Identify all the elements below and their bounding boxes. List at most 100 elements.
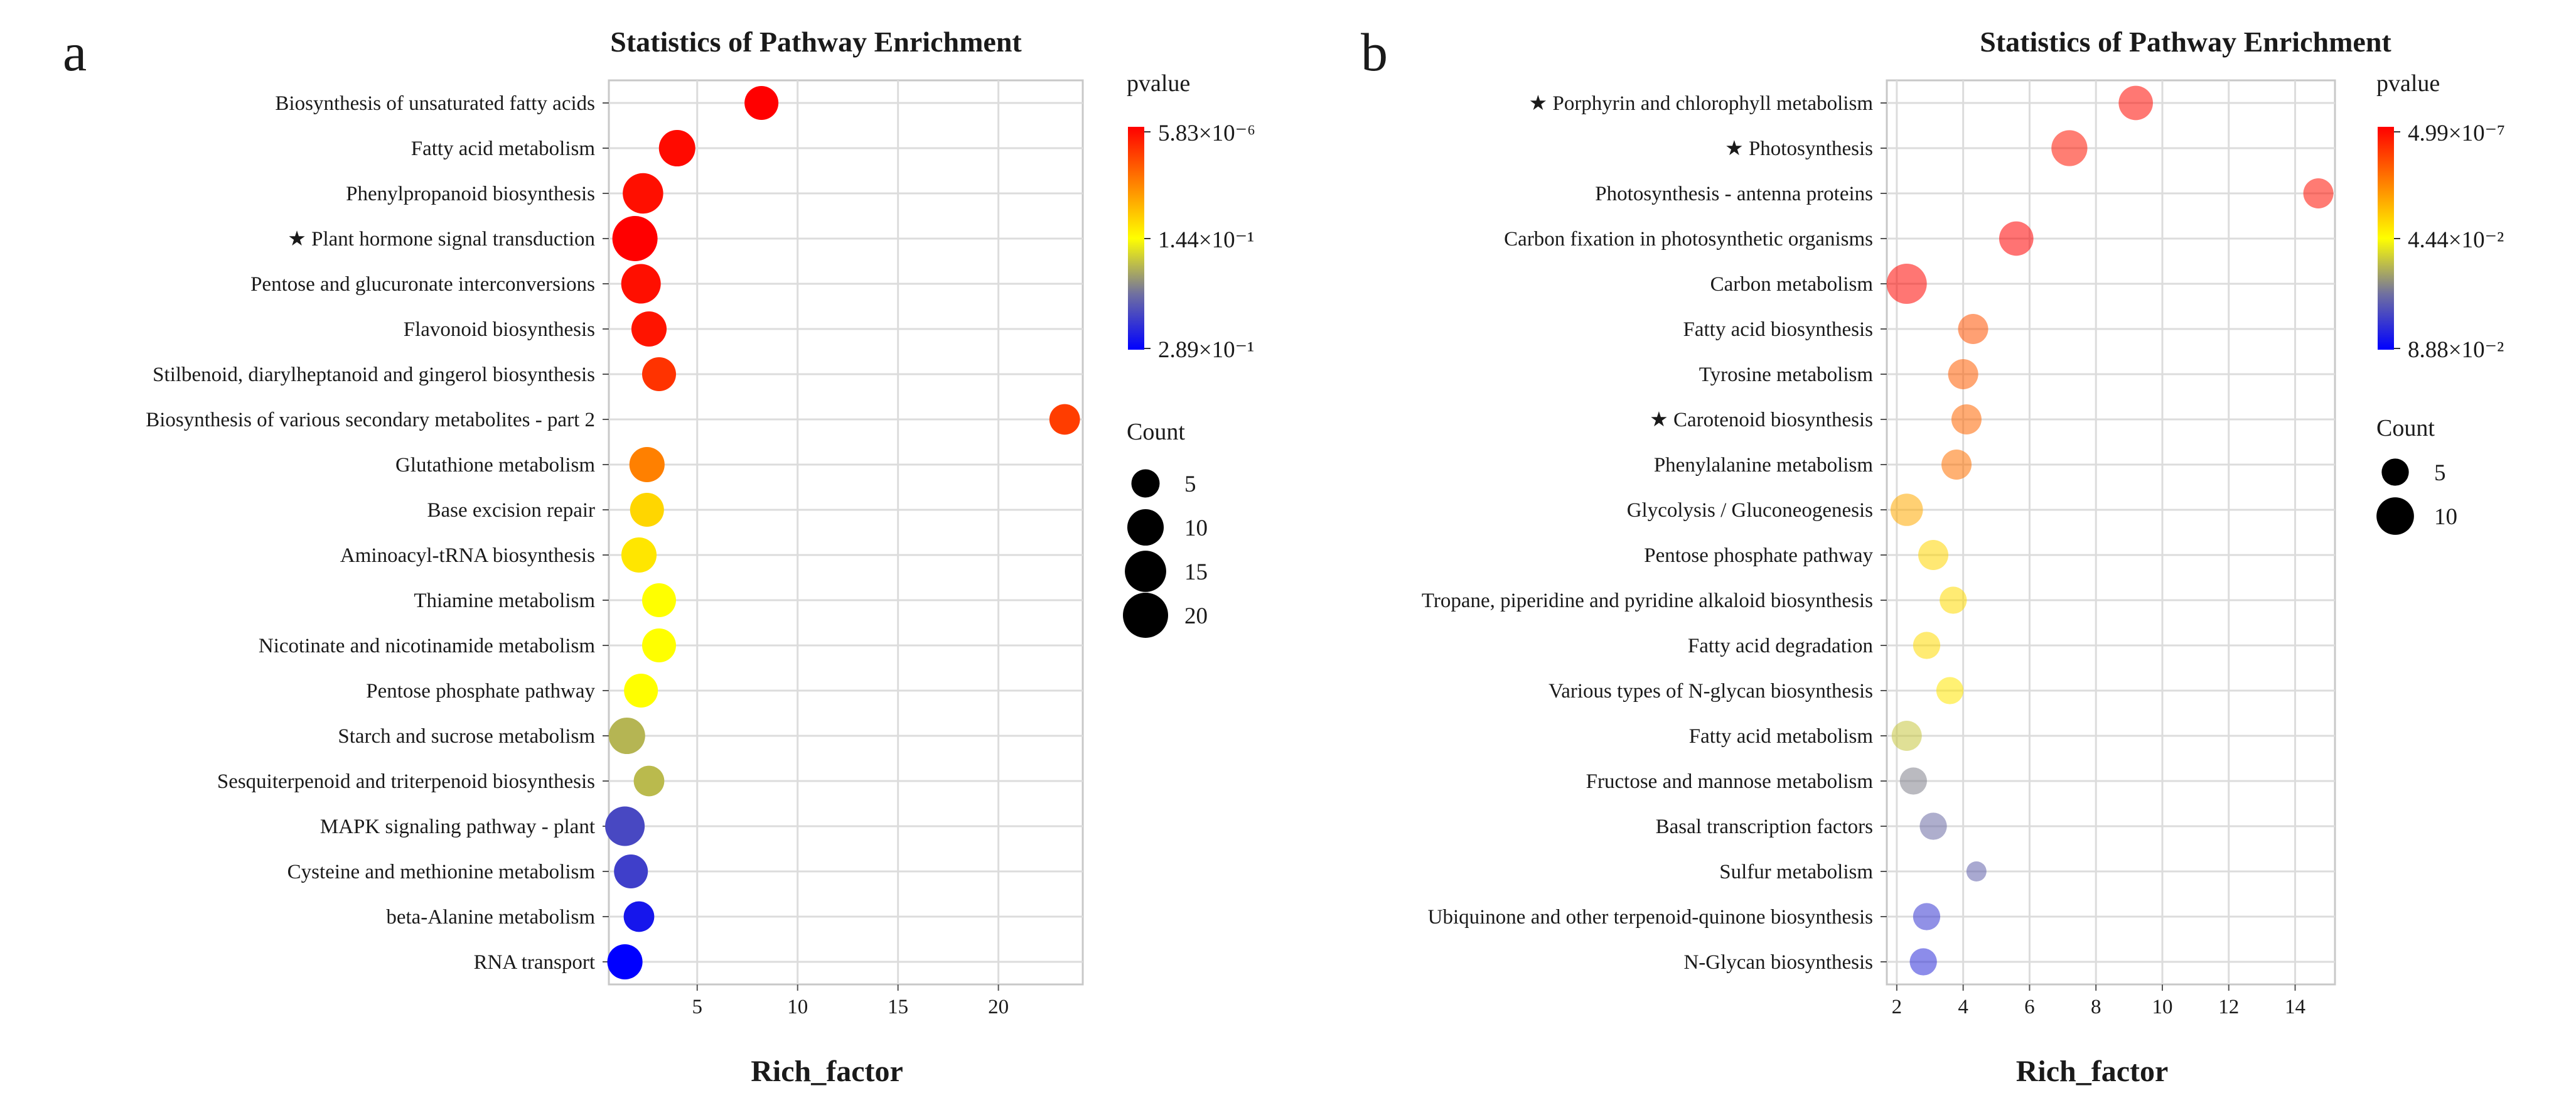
category-label: Fatty acid metabolism (1689, 725, 1874, 748)
color-legend-title: pvalue (2376, 70, 2440, 97)
size-legend-label: 10 (2434, 504, 2457, 530)
plot-area (1886, 79, 2336, 986)
category-label: ★ Porphyrin and chlorophyll metabolism (1529, 92, 1874, 115)
category-label: beta-Alanine metabolism (386, 906, 595, 929)
size-legend-label: 10 (1184, 515, 1208, 541)
category-text: Various types of N-glycan biosynthesis (1548, 680, 1873, 703)
category-label: Pentose and glucuronate interconversions (250, 273, 595, 296)
panel-a-letter: a (63, 22, 87, 82)
category-label: Cysteine and methionine metabolism (287, 861, 596, 883)
category-label: Pentose phosphate pathway (1644, 544, 1873, 567)
star-marker: ★ (1650, 409, 1673, 431)
data-point (641, 628, 676, 662)
star-marker: ★ (1725, 137, 1749, 160)
category-label: Sulfur metabolism (1719, 861, 1873, 883)
data-point (1948, 359, 1978, 389)
category-label: Various types of N-glycan biosynthesis (1548, 680, 1873, 703)
data-point (2118, 85, 2153, 121)
x-tick-label: 12 (2218, 996, 2239, 1018)
category-label: Fatty acid degradation (1688, 635, 1873, 657)
category-label: Biosynthesis of various secondary metabo… (146, 409, 595, 431)
data-point (1919, 812, 1947, 840)
category-text: Tropane, piperidine and pyridine alkaloi… (1422, 590, 1873, 612)
category-text: Fatty acid biosynthesis (1683, 318, 1873, 341)
data-point (1913, 903, 1941, 930)
data-point (2303, 178, 2334, 208)
data-point (1966, 861, 1987, 881)
category-label: Glutathione metabolism (395, 454, 595, 477)
category-label: Fatty acid biosynthesis (1683, 318, 1873, 341)
x-tick-label: 10 (787, 996, 808, 1018)
size-legend-title: Count (2376, 415, 2435, 441)
color-legend-title: pvalue (1127, 70, 1190, 97)
category-text: Phenylalanine metabolism (1654, 454, 1874, 477)
category-text: Basal transcription factors (1656, 816, 1873, 838)
data-point (607, 944, 643, 980)
color-legend-label: 5.83×10⁻⁶ (1158, 121, 1255, 146)
category-label: MAPK signaling pathway - plant (320, 816, 595, 838)
category-text: Carbon fixation in photosynthetic organi… (1504, 228, 1873, 251)
category-text: beta-Alanine metabolism (386, 906, 595, 929)
category-label: RNA transport (474, 951, 595, 974)
data-point (1909, 948, 1937, 976)
category-text: Photosynthesis (1749, 137, 1873, 160)
category-label: Pentose phosphate pathway (366, 680, 595, 703)
category-label: Tyrosine metabolism (1699, 364, 1874, 386)
color-legend-label: 8.88×10⁻² (2408, 337, 2504, 363)
x-tick-label: 6 (2024, 996, 2035, 1018)
panel-a: Statistics of Pathway Enrichment 5 10 15 20 B… (146, 26, 1255, 1088)
category-text: Sulfur metabolism (1719, 861, 1873, 883)
data-point (1936, 677, 1964, 704)
category-text: Nicotinate and nicotinamide metabolism (259, 635, 595, 657)
data-point (623, 173, 663, 214)
data-point (629, 446, 665, 483)
data-point (1049, 404, 1080, 435)
data-point (633, 765, 665, 797)
data-point (1890, 493, 1923, 526)
data-point (621, 537, 657, 573)
category-label: Carbon metabolism (1710, 273, 1874, 296)
data-point (631, 311, 667, 347)
category-label: Fructose and mannose metabolism (1586, 770, 1874, 793)
x-tick-label: 10 (2152, 996, 2172, 1018)
data-point (641, 357, 676, 391)
chart-title: Statistics of Pathway Enrichment (1980, 26, 2391, 58)
category-label: Glycolysis / Gluconeogenesis (1627, 499, 1873, 522)
x-tick-label: 4 (1958, 996, 1968, 1018)
category-label: Thiamine metabolism (414, 590, 595, 612)
category-text: Glutathione metabolism (395, 454, 595, 477)
size-legend-label: 15 (1184, 559, 1208, 585)
data-point (605, 806, 645, 846)
panel-b: Statistics of Pathway Enrichment 2 4 6 8 10 12… (1422, 26, 2505, 1088)
category-text: Ubiquinone and other terpenoid-quinone b… (1428, 906, 1873, 929)
category-text: Tyrosine metabolism (1699, 364, 1874, 386)
size-legend-title: Count (1127, 419, 1185, 445)
category-text: Flavonoid biosynthesis (404, 318, 595, 341)
category-label: Basal transcription factors (1656, 816, 1873, 838)
plot-area (608, 79, 1084, 986)
data-point (614, 854, 648, 888)
category-label: ★ Carotenoid biosynthesis (1650, 409, 1873, 431)
size-legend-dot (1127, 509, 1164, 546)
category-label: N-Glycan biosynthesis (1683, 951, 1873, 974)
size-legend-dot (1125, 551, 1166, 592)
category-text: Biosynthesis of unsaturated fatty acids (275, 92, 595, 115)
x-tick-label: 15 (888, 996, 908, 1018)
category-text: Fructose and mannose metabolism (1586, 770, 1874, 793)
data-point (624, 674, 658, 708)
category-label: ★ Photosynthesis (1725, 137, 1873, 160)
data-point (1886, 264, 1927, 304)
category-text: Base excision repair (427, 499, 595, 522)
category-label: Nicotinate and nicotinamide metabolism (259, 635, 595, 657)
category-text: Biosynthesis of various secondary metabo… (146, 409, 595, 431)
size-legend-dot (2381, 458, 2409, 486)
size-legend-dot (1131, 469, 1160, 498)
category-label: Stilbenoid, diarylheptanoid and gingerol… (153, 364, 595, 386)
size-legend-dot (1123, 593, 1168, 638)
category-label: Phenylpropanoid biosynthesis (346, 183, 595, 205)
x-tick-label: 8 (2091, 996, 2101, 1018)
category-label: ★ Plant hormone signal transduction (287, 228, 595, 251)
x-axis-label: Rich_factor (751, 1055, 903, 1088)
category-text: Carbon metabolism (1710, 273, 1874, 296)
size-legend-label: 5 (2434, 460, 2446, 486)
